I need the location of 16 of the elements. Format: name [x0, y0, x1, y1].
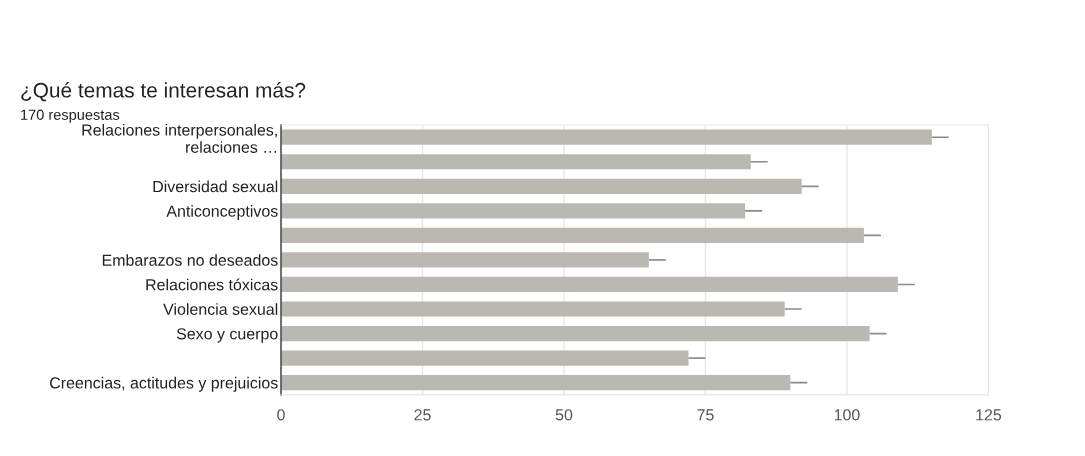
text: 170 respuestas [21, 109, 120, 123]
y-tick-label: Relaciones tóxicas [146, 278, 278, 291]
x-tick-label: 100 [834, 409, 860, 421]
chart-title: ¿Qué temas te interesan más? [21, 82, 306, 102]
y-tick-label: Embarazos no deseados [102, 254, 278, 266]
y-tick-label: Diversidad sexual [153, 180, 278, 193]
x-tick-label: 75 [697, 409, 714, 421]
x-tick-label: 125 [976, 409, 1002, 421]
y-tick-label: Anticonceptivos [166, 205, 278, 220]
x-tick-label: 25 [414, 409, 431, 421]
y-tick-label: Relaciones interpersonales, relaciones … [82, 123, 277, 153]
y-tick-label: Violencia sexual [163, 303, 278, 315]
y-tick-label: Sexo y cuerpo [176, 328, 278, 343]
y-tick-label: Creencias, actitudes y prejuicios [50, 376, 278, 392]
x-tick-label: 50 [555, 409, 573, 421]
x-tick-label: 0 [277, 409, 285, 421]
